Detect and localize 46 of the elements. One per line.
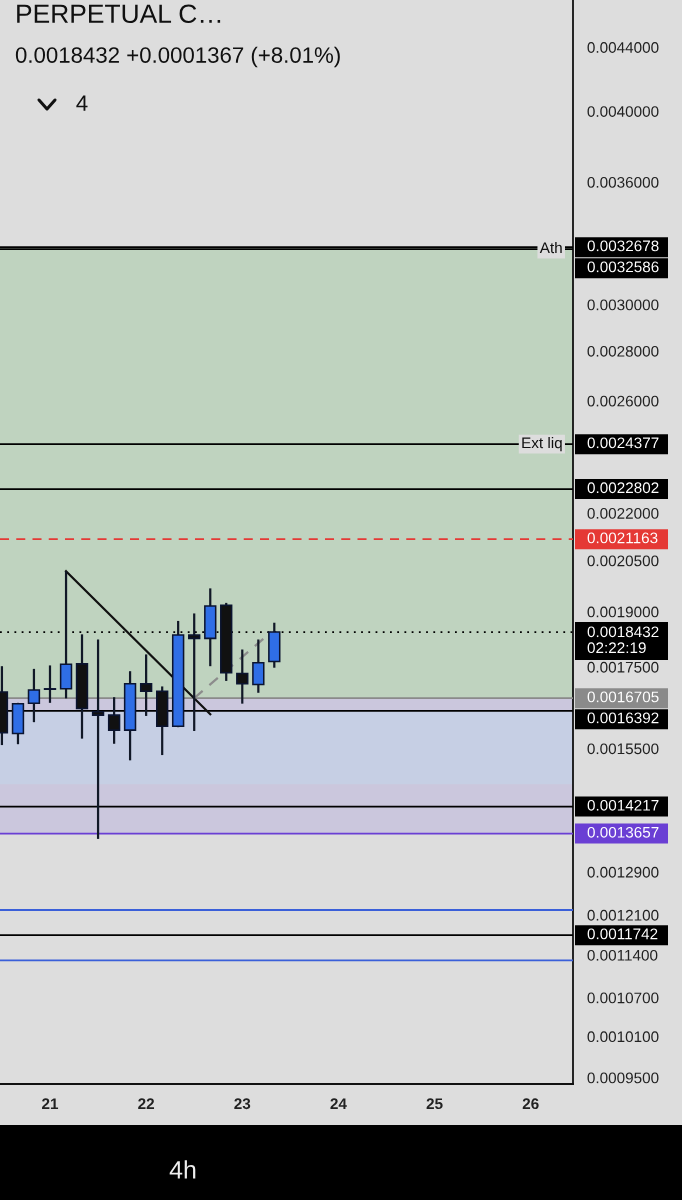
ref-line-label: 0.0011742 (587, 928, 658, 940)
y-tick-label: 0.0040000 (587, 106, 659, 117)
y-tick-label: 0.0036000 (587, 176, 659, 188)
chart-title: PERPETUAL C… (17, 4, 221, 24)
annotation: Ext liq (522, 437, 562, 452)
x-tick-label: 24 (330, 1098, 347, 1109)
y-tick-label: 0.0010100 (587, 1031, 659, 1043)
y-tick-label: 0.0020500 (587, 555, 659, 567)
y-tick-label: 0.0009500 (587, 1072, 659, 1084)
candlestick (27, 667, 41, 724)
candlestick (107, 696, 121, 745)
x-tick-label: 23 (234, 1098, 251, 1110)
x-tick-label: 21 (42, 1098, 59, 1109)
ref-line-label: 0.0032586 (587, 261, 659, 273)
text: 4h (169, 1160, 196, 1179)
ref-line-label: 0.0022802 (587, 482, 659, 494)
y-tick-label: 0.0012900 (587, 866, 659, 878)
candlestick (252, 638, 265, 694)
ref-line-label: 0.0024377 (587, 437, 659, 449)
y-tick-label: 0.0044000 (587, 42, 659, 53)
candlestick (236, 648, 249, 705)
ref-line-label: 0.0016392 (587, 712, 659, 724)
ref-line-label: 0.0018432 02:22:19 (587, 626, 659, 654)
candlestick (43, 664, 57, 704)
text: 0.0018432 +0.0001367 (+8.01%) (15, 46, 340, 68)
x-tick-label: 25 (426, 1098, 443, 1110)
annotation: 4 (76, 95, 88, 111)
ref-line-label: 0.0021163 (587, 532, 658, 544)
candlestick (91, 638, 105, 841)
y-tick-label: 0.0019000 (587, 606, 659, 618)
y-tick-label: 0.0026000 (587, 395, 659, 407)
annotation: Ath (539, 241, 562, 254)
ref-line-label: 0.0014217 (587, 799, 659, 811)
ref-line-label: 0.0016705 (587, 691, 659, 703)
ref-line-label: 0.0013657 (587, 826, 659, 838)
y-tick-label: 0.0012100 (587, 909, 659, 921)
y-tick-label: 0.0028000 (587, 345, 659, 357)
y-tick-label: 0.0017500 (587, 661, 659, 673)
ref-line-label: 0.0032678 (587, 240, 659, 252)
y-tick-label: 0.0010700 (587, 992, 659, 1004)
y-tick-label: 0.0022000 (587, 507, 659, 519)
x-tick-label: 26 (522, 1098, 539, 1110)
y-tick-label: 0.0015500 (587, 743, 659, 755)
y-tick-label: 0.0030000 (587, 299, 659, 311)
y-tick-label: 0.0011400 (587, 949, 658, 961)
x-tick-label: 22 (138, 1098, 155, 1109)
